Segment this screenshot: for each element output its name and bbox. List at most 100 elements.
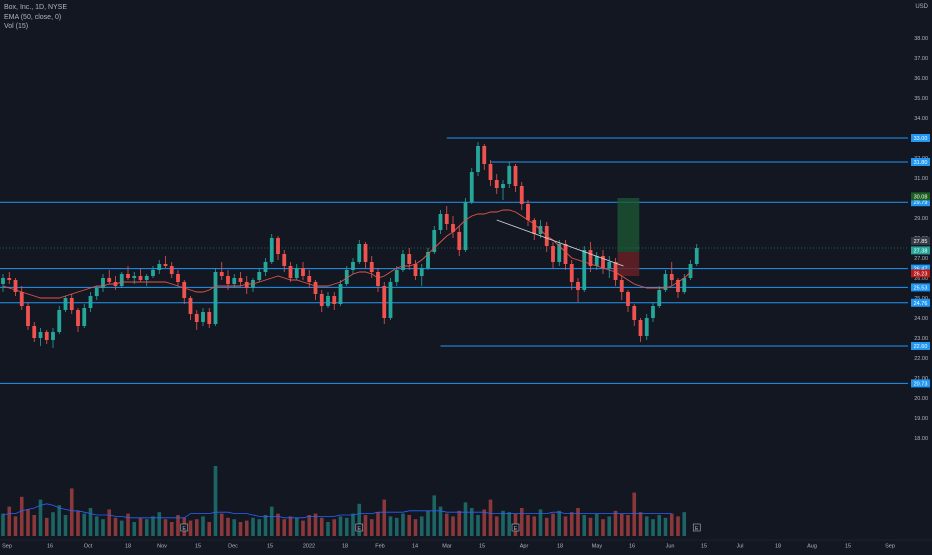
candle-body: [26, 306, 30, 326]
volume-bar: [163, 519, 168, 536]
candle-body: [469, 172, 474, 202]
candle-body: [419, 268, 424, 276]
x-tick-label: May: [592, 544, 603, 550]
candle-body: [413, 264, 418, 276]
volume-bar: [657, 515, 662, 536]
candle-body: [76, 310, 80, 326]
volume-bar: [107, 509, 112, 536]
earnings-marker-label: E: [514, 526, 518, 532]
volume-bar: [607, 516, 612, 536]
candle-body: [126, 274, 130, 278]
volume-bar: [7, 506, 12, 536]
candle-body: [488, 164, 493, 180]
time-axis: [0, 540, 932, 550]
x-tick-label: 18: [342, 544, 348, 550]
x-tick-label: 15: [845, 544, 851, 550]
candle-body: [582, 250, 587, 290]
volume-bar: [638, 512, 643, 536]
x-tick-label: 16: [629, 544, 635, 550]
candle-body: [657, 290, 662, 306]
y-tick-label: 27.00: [914, 256, 928, 262]
volume-bar: [51, 512, 55, 536]
candle-body: [632, 306, 637, 320]
level-tag-label: 24.76: [914, 301, 928, 307]
level-tag-label: 20.73: [914, 381, 928, 387]
x-tick-label: Aug: [807, 544, 817, 550]
volume-bar: [569, 512, 574, 536]
candle-body: [682, 278, 687, 292]
volume-bar: [69, 488, 74, 536]
volume-bar: [601, 519, 605, 536]
volume-bar: [138, 517, 143, 536]
level-tag: [911, 198, 930, 207]
candle-body: [507, 166, 512, 184]
candle-body: [44, 332, 49, 340]
volume-bar: [288, 516, 293, 536]
volume-bar: [588, 517, 593, 536]
candle-body: [82, 308, 87, 326]
volume-bar: [676, 516, 680, 536]
level-tag: [911, 342, 930, 350]
volume-bar: [651, 519, 655, 536]
candle-body: [376, 272, 380, 286]
price-tag: [911, 246, 930, 255]
x-tick-label: 14: [412, 544, 418, 550]
volume-bar: [382, 499, 387, 536]
y-tick-label: 31.00: [914, 176, 928, 182]
volume-bar: [313, 513, 318, 536]
candle-body: [269, 238, 274, 262]
candle-body: [238, 278, 243, 282]
earnings-marker-label: E: [357, 526, 361, 532]
volume-bar: [276, 513, 280, 536]
volume-bar: [463, 502, 468, 536]
volume-bar: [632, 492, 637, 536]
volume-bar: [394, 517, 399, 536]
symbol-title[interactable]: Box, Inc., 1D, NYSE: [4, 4, 68, 11]
volume-ma-line: [2, 503, 672, 519]
volume-bar: [101, 519, 105, 536]
volume-bar: [38, 499, 43, 536]
candle-body: [151, 270, 155, 276]
level-tag: [911, 134, 930, 142]
level-tag: [911, 158, 930, 166]
ema-indicator-label[interactable]: EMA (50, close, 0): [4, 13, 62, 21]
candle-body: [501, 184, 505, 188]
volume-bar: [476, 515, 480, 536]
volume-bar: [351, 513, 355, 536]
x-tick-label: 15: [267, 544, 273, 550]
candle-body: [438, 214, 443, 230]
volume-bar: [469, 508, 474, 536]
volume-bar: [13, 516, 18, 536]
candle-body: [132, 276, 137, 278]
level-tag: [911, 298, 930, 307]
volume-bar: [201, 516, 205, 536]
volume-bar: [532, 516, 537, 536]
price-tag-label: 27.85: [914, 239, 928, 245]
candle-body: [319, 294, 324, 306]
candle-body: [119, 274, 124, 286]
volume-bar: [169, 522, 174, 536]
y-tick-label: 19.00: [914, 416, 928, 422]
candle-body: [182, 282, 187, 298]
candle-body: [157, 264, 162, 270]
volume-bar: [319, 517, 324, 536]
volume-bar: [576, 508, 580, 536]
volume-bar: [44, 517, 49, 536]
candle-body: [513, 166, 518, 186]
candle-body: [369, 262, 374, 272]
volume-indicator-label[interactable]: Vol (15): [4, 23, 29, 30]
candle-body: [88, 296, 93, 308]
volume-bar: [432, 495, 437, 536]
volume-bar: [526, 515, 530, 536]
candle-body: [257, 272, 262, 280]
volume-bar: [219, 513, 224, 536]
price-tag-label: 26.23: [914, 271, 928, 277]
price-tag: [911, 192, 930, 201]
candle-body: [51, 332, 55, 340]
candle-body: [619, 280, 624, 292]
volume-bar: [63, 515, 68, 536]
volume-bar: [444, 513, 449, 536]
y-tick-label: 18.00: [914, 436, 928, 442]
